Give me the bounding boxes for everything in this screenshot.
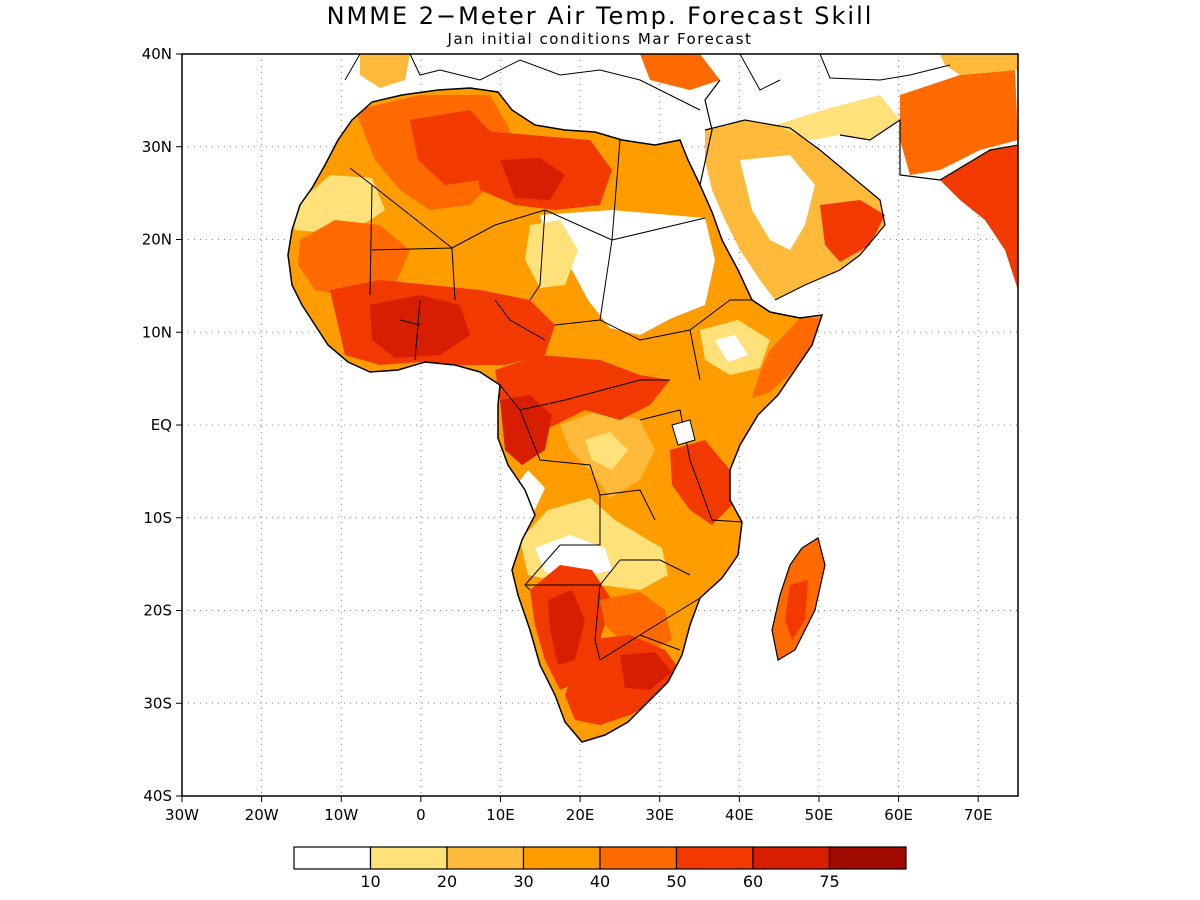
lat-tick-label: 30N	[142, 138, 172, 156]
map-title: NMME 2−Meter Air Temp. Forecast Skill	[326, 2, 874, 30]
lat-tick-label: 30S	[143, 694, 172, 712]
lon-tick-label: 30W	[165, 806, 199, 824]
lake-victoria	[671, 419, 696, 446]
colorbar-label: 75	[819, 872, 839, 891]
lon-tick-label: 30E	[645, 806, 674, 824]
mideast-shading	[360, 54, 1018, 300]
colorbar-swatch	[293, 846, 372, 870]
lon-tick-label: 20W	[245, 806, 279, 824]
colorbar-swatch	[369, 846, 448, 870]
lon-tick-label: 10E	[486, 806, 515, 824]
colorbar-label: 20	[437, 872, 457, 891]
coastline-madagascar	[771, 537, 826, 661]
lon-tick-label: 40E	[725, 806, 754, 824]
colorbar-label: 60	[743, 872, 763, 891]
lat-tick-label: EQ	[151, 416, 172, 434]
lat-tick-label: 20N	[142, 231, 172, 249]
colorbar-label: 10	[360, 872, 380, 891]
mediterranean-coast	[344, 53, 951, 111]
country-borders	[349, 139, 752, 661]
coastline-mideast	[699, 79, 1019, 301]
colorbar-swatch	[828, 846, 907, 870]
colorbar-swatch	[446, 846, 525, 870]
map-subtitle: Jan initial conditions Mar Forecast	[447, 30, 753, 48]
colorbar-label: 30	[513, 872, 533, 891]
lon-tick-label: 0	[416, 806, 426, 824]
lon-tick-label: 50E	[805, 806, 834, 824]
colorbar-label: 40	[590, 872, 610, 891]
lon-tick-label: 20E	[566, 806, 595, 824]
lat-tick-label: 10S	[143, 509, 172, 527]
lon-tick-label: 60E	[884, 806, 913, 824]
lat-tick-label: 40S	[143, 787, 172, 805]
colorbar-swatch	[599, 846, 678, 870]
colorbar-swatch	[522, 846, 601, 870]
lat-tick-label: 10N	[142, 323, 172, 341]
lon-tick-label: 10W	[324, 806, 358, 824]
lat-tick-label: 40N	[142, 45, 172, 63]
colorbar-swatch	[675, 846, 754, 870]
colorbar-swatch	[752, 846, 831, 870]
colorbar: 10 20 30 40 50 60 75	[293, 846, 907, 891]
colorbar-label: 50	[666, 872, 686, 891]
lon-tick-label: 70E	[964, 806, 993, 824]
lat-tick-label: 20S	[143, 602, 172, 620]
